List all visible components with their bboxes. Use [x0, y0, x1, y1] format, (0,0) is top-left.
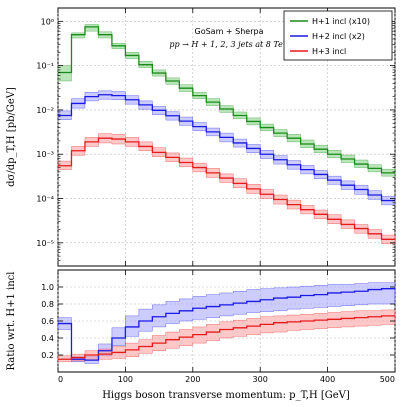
main-uncertainty-bands	[57, 24, 396, 245]
ratio-band-1	[57, 282, 396, 364]
main-panel: 10⁰ 10⁻¹ 10⁻² 10⁻³ 10⁻⁴ 10⁻⁵ GoSam + Sherpa p…	[6, 7, 396, 267]
ratio-y-ticks: 0.2 0.4 0.6 0.8 1.0	[41, 283, 395, 360]
main-y-ticks: 10⁰ 10⁻¹ 10⁻² 10⁻³ 10⁻⁴ 10⁻⁵	[36, 7, 396, 267]
main-y-axis-label: dσ/dp_T,H [pb/GeV]	[6, 87, 17, 187]
ratio-panel: 0.2 0.4 0.6 0.8 1.0 0 100 200 300 400 500 Ratio w…	[6, 269, 396, 401]
main-y-tick-label: 10⁻²	[36, 106, 54, 115]
x-tick-label: 200	[185, 375, 200, 384]
x-axis-label: Higgs boson transverse momentum: p_T,H […	[102, 390, 350, 401]
main-y-tick-label: 10⁻⁴	[36, 195, 54, 204]
main-series-line-3	[58, 137, 395, 240]
main-series-line-1	[58, 26, 395, 174]
main-y-tick-label: 10⁻⁵	[36, 239, 54, 248]
ratio-band-2	[57, 309, 396, 363]
ratio-y-tick-label: 1.0	[41, 283, 54, 292]
main-band-3	[57, 133, 396, 245]
legend-label-h3: H+3 incl	[312, 47, 346, 56]
ratio-y-tick-label: 0.8	[41, 300, 54, 309]
x-tick-label: 500	[380, 375, 395, 384]
ratio-uncertainty-bands	[57, 282, 396, 364]
x-tick-label: 300	[253, 375, 268, 384]
ratio-y-tick-label: 0.4	[41, 334, 54, 343]
ratio-series-line-1	[58, 288, 395, 361]
main-y-tick-label: 10⁻¹	[36, 62, 54, 71]
ratio-series-line-2	[58, 315, 395, 360]
legend-label-h1: H+1 incl (x10)	[312, 17, 370, 26]
ratio-y-tick-label: 0.6	[41, 317, 54, 326]
legend-label-h2: H+2 incl (x2)	[312, 32, 365, 41]
main-series-line-2	[58, 94, 395, 202]
main-band-2	[57, 90, 396, 206]
ratio-y-axis-label: Ratio wrt. H+1 incl	[6, 272, 17, 371]
main-y-tick-label: 10⁰	[41, 17, 54, 26]
ratio-y-tick-label: 0.2	[41, 351, 54, 360]
x-tick-label: 0	[58, 375, 63, 384]
legend: H+1 incl (x10) H+2 incl (x2) H+3 incl	[283, 10, 393, 61]
main-y-tick-label: 10⁻³	[36, 150, 54, 159]
annotation-line-1: GoSam + Sherpa	[195, 27, 264, 36]
x-tick-label: 400	[320, 375, 335, 384]
ratio-series-lines	[58, 288, 395, 361]
annotation-line-2: pp → H + 1, 2, 3 jets at 8 TeV	[169, 40, 289, 49]
x-ticks: 0 100 200 300 400 500	[57, 270, 396, 384]
x-tick-label: 100	[118, 375, 133, 384]
main-series-lines	[58, 26, 395, 240]
